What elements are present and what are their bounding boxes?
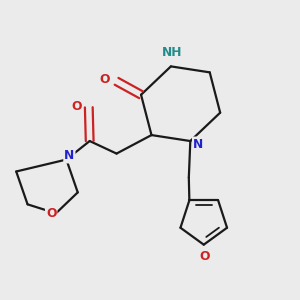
- Text: O: O: [46, 207, 56, 220]
- Text: N: N: [64, 149, 74, 163]
- Text: NH: NH: [162, 46, 183, 59]
- Text: O: O: [200, 250, 210, 263]
- Text: O: O: [99, 73, 110, 86]
- Text: O: O: [72, 100, 82, 112]
- Text: N: N: [193, 137, 203, 151]
